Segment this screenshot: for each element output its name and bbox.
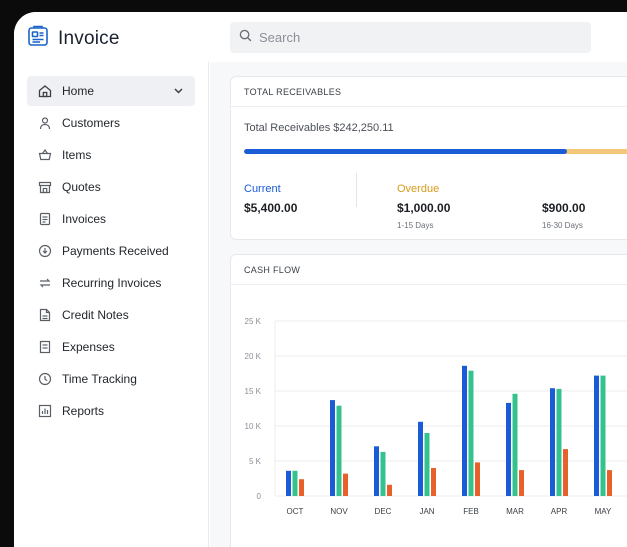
- x-tick-label: APR: [551, 507, 568, 516]
- payment-icon: [38, 244, 52, 258]
- search-bar[interactable]: [230, 22, 591, 53]
- sidebar-item-label: Payments Received: [62, 244, 169, 258]
- x-tick-label: FEB: [463, 507, 479, 516]
- x-tick-label: JAN: [419, 507, 434, 516]
- overdue-16-30-value[interactable]: $900.00: [542, 201, 586, 215]
- y-tick-label: 15 K: [245, 387, 262, 396]
- search-input[interactable]: [259, 30, 559, 45]
- invoice-logo-icon: [26, 24, 50, 53]
- sidebar-item-label: Credit Notes: [62, 308, 129, 322]
- chart-bar: [343, 473, 348, 496]
- chart-bar: [594, 375, 599, 496]
- x-tick-label: MAR: [506, 507, 524, 516]
- recurring-icon: [38, 276, 52, 290]
- y-tick-label: 20 K: [245, 352, 262, 361]
- chart-bar: [286, 470, 291, 496]
- current-value[interactable]: $5,400.00: [244, 201, 298, 215]
- chart-bar: [519, 470, 524, 496]
- sidebar-item-label: Quotes: [62, 180, 101, 194]
- chart-bar: [468, 370, 474, 496]
- top-bar: Invoice: [14, 12, 627, 62]
- y-tick-label: 25 K: [245, 317, 262, 326]
- x-tick-label: MAY: [595, 507, 612, 516]
- overdue-1-15-value[interactable]: $1,000.00: [397, 201, 451, 215]
- sidebar-item-label: Recurring Invoices: [62, 276, 162, 290]
- app-screen: Invoice Home: [14, 12, 627, 547]
- sidebar-item-label: Items: [62, 148, 92, 162]
- overdue-label: Overdue: [397, 183, 440, 195]
- brand[interactable]: Invoice: [26, 24, 120, 53]
- total-receivables-text: Total Receivables $242,250.11: [244, 122, 394, 134]
- reports-icon: [38, 404, 52, 418]
- x-tick-label: NOV: [330, 507, 348, 516]
- sidebar-item-reports[interactable]: Reports: [27, 396, 195, 426]
- chart-bar: [563, 449, 568, 496]
- sidebar-item-home[interactable]: Home: [27, 76, 195, 106]
- sidebar-item-label: Customers: [62, 116, 121, 130]
- expense-icon: [38, 340, 52, 354]
- divider: [356, 173, 357, 207]
- chart-bar: [424, 433, 430, 496]
- chart-bar: [380, 451, 386, 496]
- search-icon: [239, 29, 252, 47]
- sidebar-item-quotes[interactable]: Quotes: [27, 172, 195, 202]
- chart-bar: [462, 365, 467, 496]
- sidebar-item-time-tracking[interactable]: Time Tracking: [27, 364, 195, 394]
- y-tick-label: 0: [257, 492, 262, 501]
- chart-bar: [475, 462, 480, 496]
- home-icon: [38, 84, 52, 98]
- chart-bar: [431, 468, 436, 496]
- basket-icon: [38, 148, 52, 162]
- chart-bar: [556, 388, 562, 496]
- sidebar-item-expenses[interactable]: Expenses: [27, 332, 195, 362]
- sidebar-item-label: Expenses: [62, 340, 115, 354]
- cash-flow-chart: 0 5 K 10 K 15 K 20 K 25 K OCT NOV DEC JAN FEB MAR AP…: [245, 317, 627, 516]
- store-icon: [38, 180, 52, 194]
- sidebar-item-label: Invoices: [62, 212, 107, 226]
- invoice-icon: [38, 212, 52, 226]
- sidebar-item-recurring-invoices[interactable]: Recurring Invoices: [27, 268, 195, 298]
- sidebar-item-label: Time Tracking: [62, 372, 137, 386]
- clock-icon: [38, 372, 52, 386]
- chart-bar: [506, 402, 511, 496]
- card-heading: CASH FLOW: [231, 255, 627, 285]
- chart-bar: [330, 400, 335, 496]
- chart-bar: [387, 484, 392, 496]
- x-tick-label: DEC: [375, 507, 392, 516]
- y-tick-label: 10 K: [245, 422, 262, 431]
- sidebar-item-label: Home: [62, 84, 95, 98]
- overdue-1-15-range: 1-15 Days: [397, 221, 434, 230]
- chart-bar: [418, 421, 423, 496]
- credit-note-icon: [38, 308, 52, 322]
- chart-bar: [292, 470, 298, 496]
- sidebar: Home Customers Items: [14, 62, 209, 547]
- chevron-down-icon[interactable]: [173, 85, 184, 99]
- chart-bar: [607, 470, 612, 496]
- chart-bar: [336, 405, 342, 496]
- sidebar-item-credit-notes[interactable]: Credit Notes: [27, 300, 195, 330]
- y-tick-label: 5 K: [249, 457, 262, 466]
- overdue-16-30-range: 16-30 Days: [542, 221, 583, 230]
- app-title: Invoice: [58, 27, 120, 49]
- sidebar-item-label: Reports: [62, 404, 105, 418]
- receivables-progress-bar: [244, 149, 627, 154]
- cash-flow-card: CASH FLOW 0 5 K 10 K 15 K 20 K 25 K OCT NOV DEC J…: [230, 254, 627, 547]
- chart-bar: [374, 446, 379, 496]
- total-receivables-card: TOTAL RECEIVABLES Total Receivables $242…: [230, 76, 627, 240]
- sidebar-item-invoices[interactable]: Invoices: [27, 204, 195, 234]
- chart-bar: [600, 375, 606, 496]
- sidebar-item-customers[interactable]: Customers: [27, 108, 195, 138]
- person-icon: [38, 116, 52, 130]
- chart-bar: [299, 479, 304, 496]
- card-heading: TOTAL RECEIVABLES: [231, 77, 627, 107]
- x-tick-label: OCT: [287, 507, 304, 516]
- sidebar-item-payments-received[interactable]: Payments Received: [27, 236, 195, 266]
- sidebar-item-items[interactable]: Items: [27, 140, 195, 170]
- chart-bar: [512, 393, 518, 496]
- main-content: TOTAL RECEIVABLES Total Receivables $242…: [210, 62, 627, 547]
- receivables-progress-current: [244, 149, 568, 154]
- chart-bar: [550, 388, 555, 496]
- current-label: Current: [244, 183, 281, 195]
